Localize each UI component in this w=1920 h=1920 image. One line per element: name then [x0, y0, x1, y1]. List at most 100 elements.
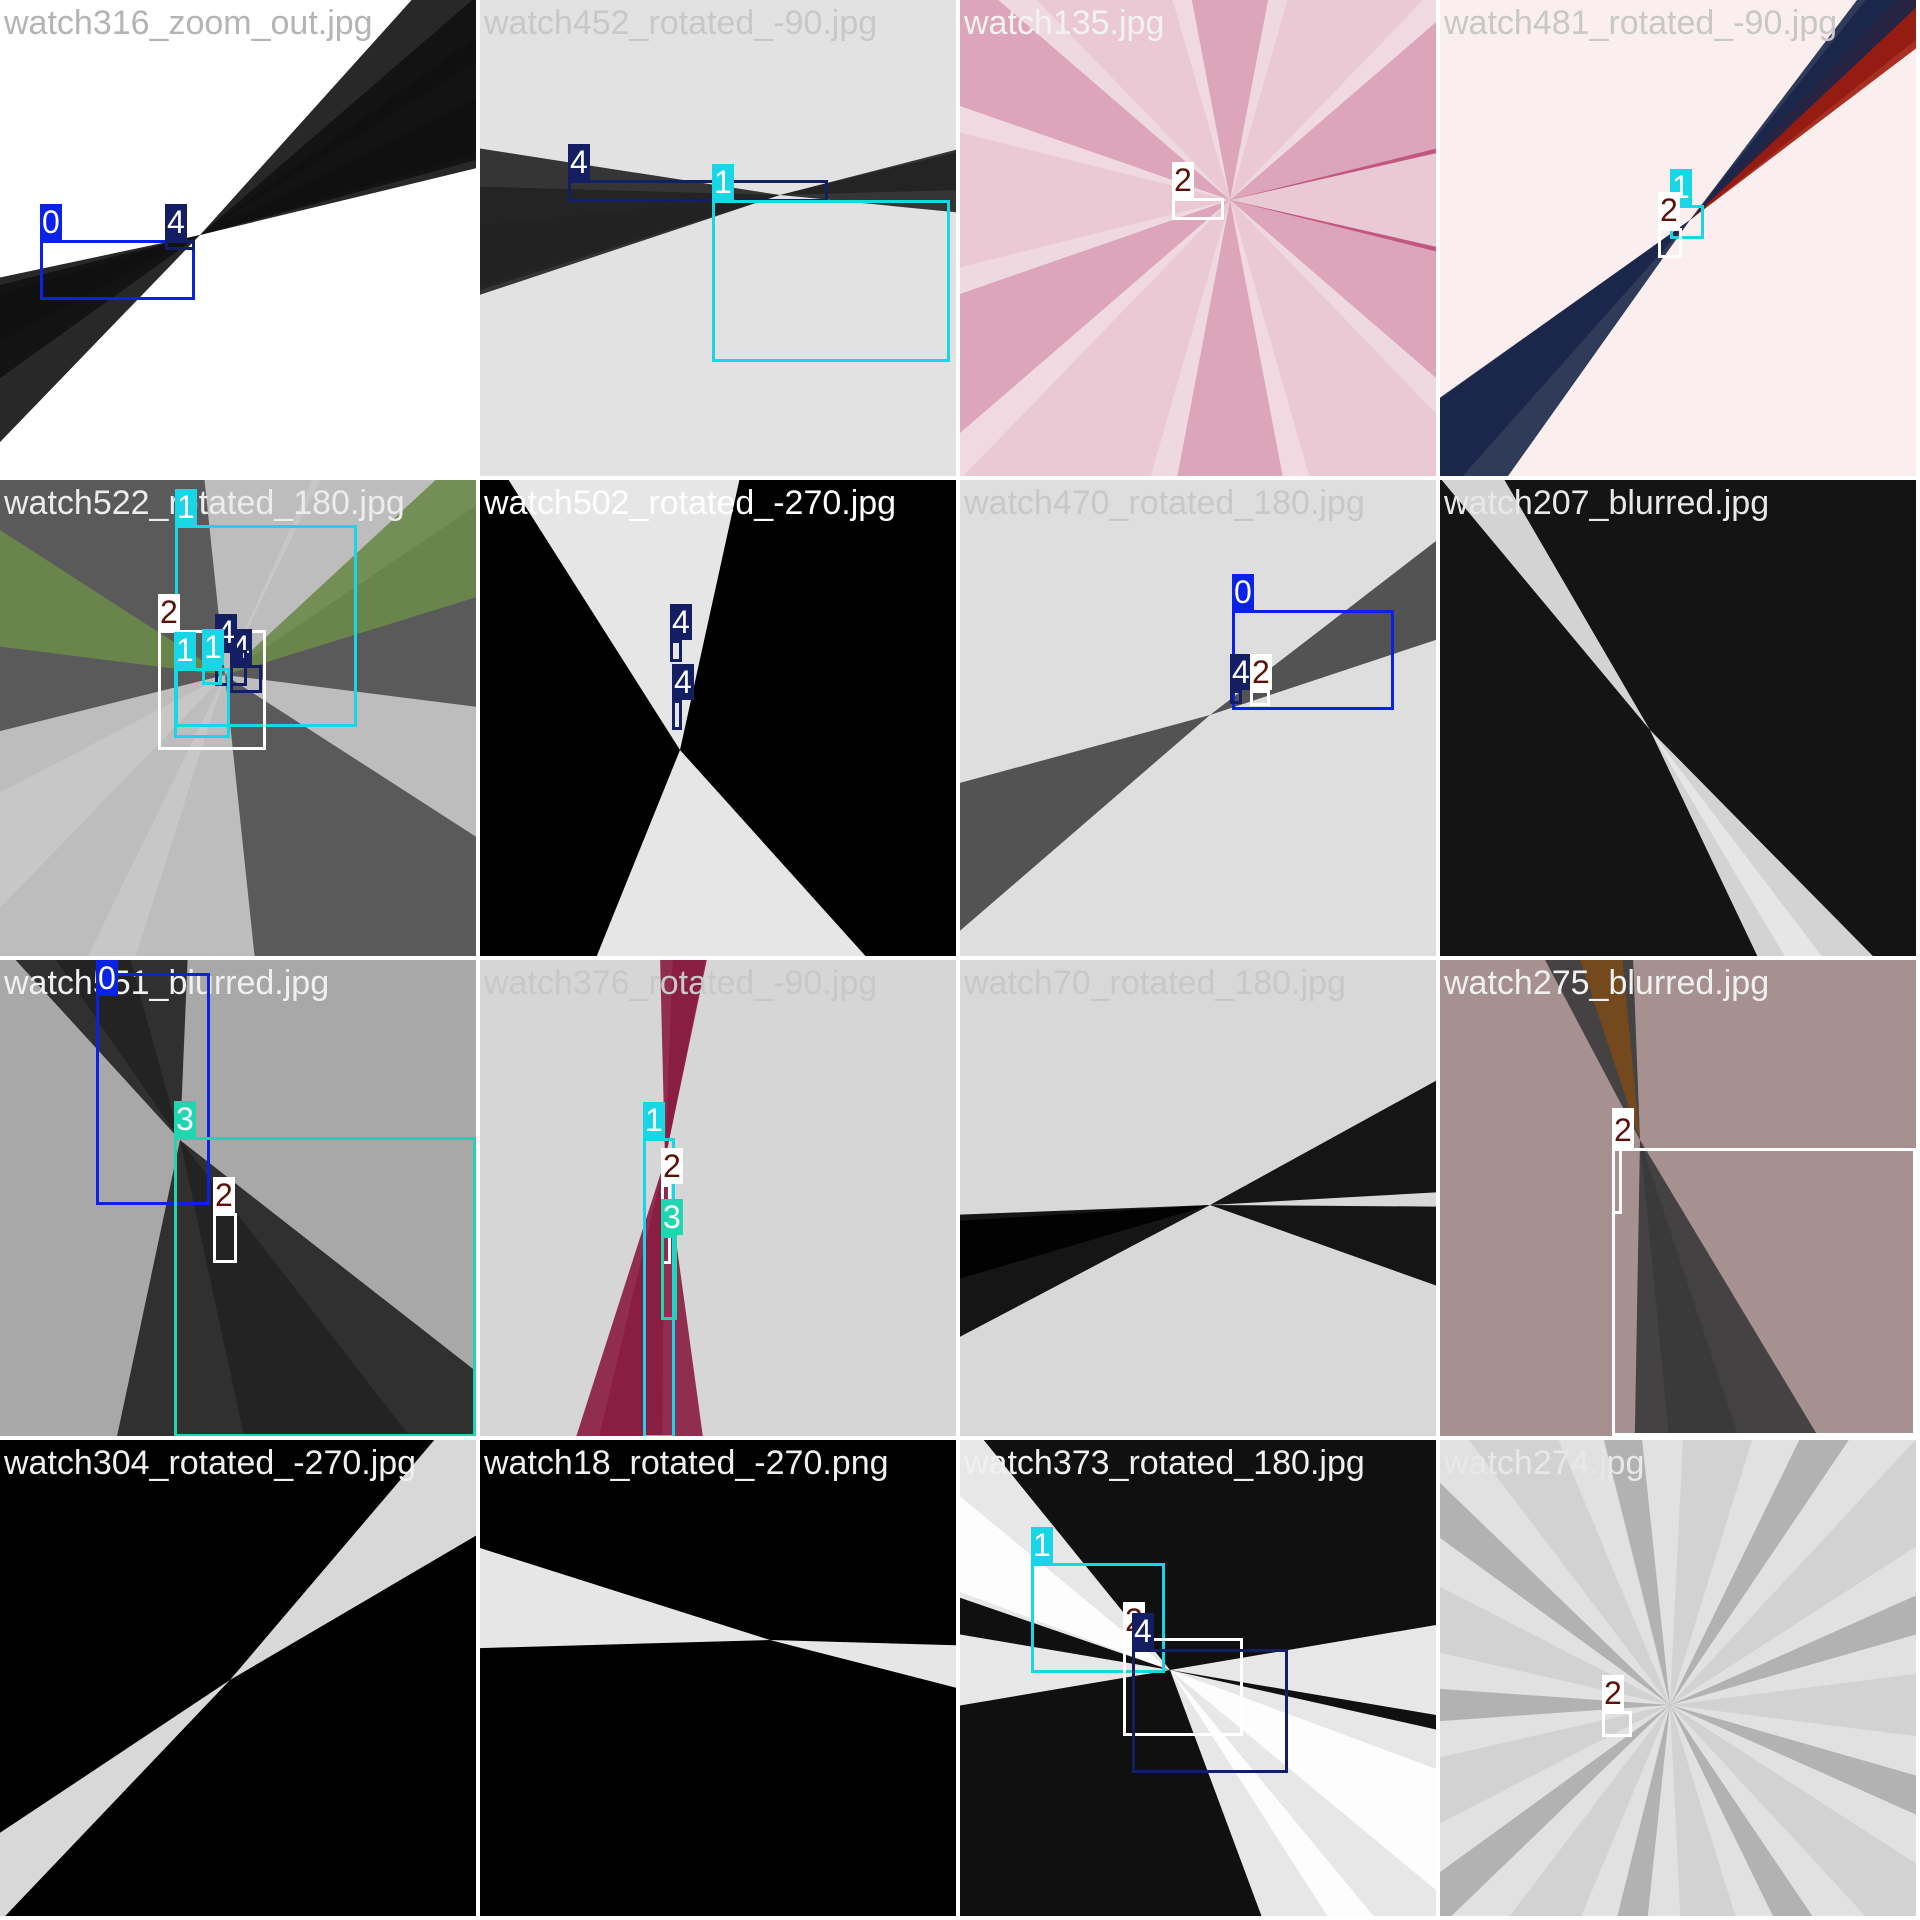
- detection-class-label: 4: [568, 144, 590, 180]
- streak: [0, 235, 200, 379]
- tile-image: [480, 0, 956, 476]
- streak: [0, 675, 225, 956]
- detection-class-label: 2: [1612, 1112, 1634, 1148]
- image-tile[interactable]: watch452_rotated_-90.jpg 4 1: [480, 0, 956, 476]
- streak: [87, 675, 255, 956]
- detection-box[interactable]: [174, 1137, 476, 1436]
- detection-box[interactable]: [1250, 690, 1270, 706]
- tile-image: [1440, 1440, 1916, 1916]
- detection-class-label: 1: [643, 1102, 665, 1138]
- tile-image: [0, 0, 476, 476]
- streak: [599, 1160, 665, 1436]
- streak: [1670, 1705, 1916, 1916]
- detection-class-label: 4: [1230, 654, 1252, 690]
- streak: [0, 1680, 230, 1916]
- tile-image: [480, 480, 956, 956]
- detection-class-label: 3: [661, 1199, 683, 1235]
- detection-class-label: 4: [1132, 1613, 1154, 1649]
- streak: [1647, 1705, 1773, 1916]
- detection-class-label: 0: [40, 204, 62, 240]
- streak: [55, 960, 180, 1140]
- streak: [1170, 1670, 1436, 1916]
- detection-class-label: 0: [96, 960, 118, 996]
- streak: [0, 675, 225, 908]
- tile-image: [1440, 960, 1916, 1436]
- streak: [1230, 153, 1436, 247]
- streak: [15, 960, 188, 1140]
- detection-class-label: 1: [175, 489, 197, 525]
- detection-box[interactable]: [1132, 1649, 1288, 1773]
- detection-class-label: 2: [213, 1177, 235, 1213]
- image-tile[interactable]: watch275_blurred.jpg22: [1440, 960, 1916, 1436]
- detection-box[interactable]: [661, 1235, 677, 1320]
- detection-class-label: 0: [1232, 574, 1254, 610]
- streak: [960, 1440, 1170, 1670]
- detection-box[interactable]: [1031, 1563, 1165, 1673]
- tile-image: [960, 1440, 1436, 1916]
- tile-image: [960, 960, 1436, 1436]
- detection-box[interactable]: [1172, 198, 1224, 220]
- tile-image: [0, 1440, 476, 1916]
- streak: [230, 1440, 476, 1680]
- streak: [960, 0, 1230, 200]
- tile-image: [1440, 480, 1916, 956]
- image-tile[interactable]: watch304_rotated_-270.jpg: [0, 1440, 476, 1916]
- tile-image: [0, 960, 476, 1436]
- streak: [200, 37, 476, 235]
- streak: [960, 1496, 1170, 1670]
- detection-class-label: 1: [1031, 1527, 1053, 1563]
- tile-image: [480, 1440, 956, 1916]
- streak: [1440, 1705, 1670, 1916]
- detection-box[interactable]: [672, 700, 682, 730]
- image-tile[interactable]: watch316_zoom_out.jpg 0 4: [0, 0, 476, 476]
- detection-class-label: 2: [1658, 192, 1680, 228]
- image-tile[interactable]: watch70_rotated_180.jpg: [960, 960, 1436, 1436]
- detection-box[interactable]: [165, 240, 195, 250]
- image-tile[interactable]: watch522_rotated_180.jpg 1 2 4 4 1 1: [0, 480, 476, 956]
- image-tile[interactable]: watch502_rotated_-270.jpg 4 4: [480, 480, 956, 956]
- streak: [180, 1140, 410, 1436]
- detection-box[interactable]: [670, 640, 682, 662]
- image-tile[interactable]: watch470_rotated_180.jpg 0 4 2: [960, 480, 1436, 956]
- streak: [780, 152, 956, 213]
- detection-class-label: 2: [1250, 654, 1272, 690]
- image-tile[interactable]: watch551_blurred.jpg 0 3 2: [0, 960, 476, 1436]
- detection-box[interactable]: [213, 1213, 237, 1263]
- detection-box[interactable]: [1602, 1711, 1632, 1737]
- detection-class-label: 2: [158, 594, 180, 630]
- detection-class-label: 3: [174, 1101, 196, 1137]
- streak: [1690, 0, 1916, 220]
- detection-class-label: 2: [1602, 1675, 1624, 1711]
- detection-box[interactable]: [1658, 228, 1682, 258]
- detection-box[interactable]: [1612, 1148, 1916, 1436]
- streak: [1170, 1670, 1374, 1916]
- image-tile[interactable]: watch481_rotated_-90.jpg 1 2: [1440, 0, 1916, 476]
- detection-box[interactable]: [1123, 1638, 1243, 1736]
- detection-box[interactable]: [568, 180, 828, 202]
- image-tile[interactable]: watch18_rotated_-270.png: [480, 1440, 956, 1916]
- detection-class-label: 2: [661, 1148, 683, 1184]
- detection-class-label: 1: [202, 629, 224, 665]
- streak: [1170, 1625, 1436, 1715]
- detection-class-label: 4: [672, 664, 694, 700]
- detection-class-label: 4: [165, 204, 187, 240]
- detection-box[interactable]: [202, 665, 222, 685]
- streak: [1230, 0, 1436, 200]
- detection-box[interactable]: [40, 240, 195, 300]
- detection-box[interactable]: [712, 200, 950, 362]
- image-tile[interactable]: watch274.jpg 2: [1440, 1440, 1916, 1916]
- detection-box[interactable]: [96, 973, 210, 1205]
- streak: [1650, 730, 1873, 956]
- streak: [225, 675, 476, 837]
- image-tile[interactable]: watch376_rotated_-90.jpg 1 2 3: [480, 960, 956, 1436]
- streak: [480, 148, 780, 286]
- tile-image: [960, 480, 1436, 956]
- streak: [0, 529, 225, 675]
- streak: [1670, 1440, 1916, 1705]
- detection-box[interactable]: [1230, 690, 1242, 704]
- image-tile[interactable]: watch135.jpg 2: [960, 0, 1436, 476]
- image-tile[interactable]: watch207_blurred.jpg: [1440, 480, 1916, 956]
- detection-box[interactable]: [643, 1138, 675, 1436]
